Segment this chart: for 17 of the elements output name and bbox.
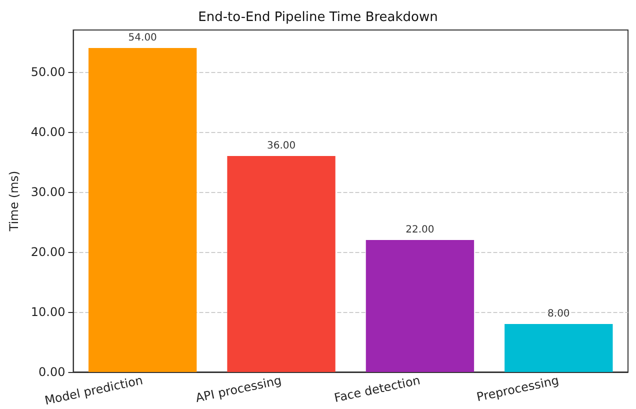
data-label: 22.00	[406, 224, 434, 236]
data-label: 8.00	[548, 308, 570, 320]
y-axis-title: Time (ms)	[7, 170, 21, 232]
bar	[504, 324, 613, 372]
y-tick-label: 10.00	[30, 305, 66, 319]
data-label: 36.00	[266, 140, 296, 152]
bar	[88, 48, 197, 372]
x-tick-label: Face detection	[332, 373, 422, 406]
y-tick-label: 20.00	[30, 245, 66, 259]
chart-title: End-to-End Pipeline Time Breakdown	[198, 10, 438, 25]
y-tick-label: 30.00	[30, 185, 66, 199]
data-label: 54.00	[128, 32, 157, 44]
bar	[366, 240, 474, 372]
y-tick-label: 50.00	[30, 65, 66, 79]
y-tick-label: 40.00	[30, 125, 66, 139]
bar	[227, 156, 336, 372]
y-tick-label: 0.00	[38, 365, 66, 379]
